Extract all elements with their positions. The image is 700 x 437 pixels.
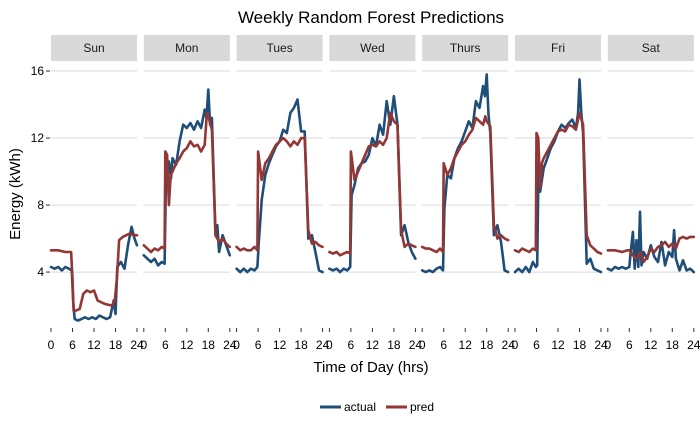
y-tick-label: 12 bbox=[31, 131, 45, 145]
strip-label-sun: Sun bbox=[83, 41, 104, 55]
chart-title: Weekly Random Forest Predictions bbox=[238, 8, 504, 27]
facet-panel-wed: Wed 0 6 12 18 24 bbox=[326, 35, 422, 352]
x-tick-label: 6 bbox=[626, 338, 633, 352]
strip-label-mon: Mon bbox=[175, 41, 198, 55]
x-tick-label: 0 bbox=[140, 338, 147, 352]
strip-label-thurs: Thurs bbox=[450, 41, 481, 55]
strip-background-sat bbox=[607, 35, 694, 61]
series-line-actual-sun bbox=[49, 225, 139, 322]
series-line-pred-fri bbox=[513, 111, 603, 255]
facet-panel-tues: Tues 0 6 12 18 24 bbox=[233, 35, 330, 352]
y-tick-label: 4 bbox=[37, 265, 44, 279]
facet-panel-mon: Mon 0 6 12 18 24 bbox=[140, 35, 237, 352]
strip-background-mon bbox=[143, 35, 230, 61]
x-tick-label: 0 bbox=[326, 338, 333, 352]
strip-background-fri bbox=[515, 35, 601, 61]
x-tick-label: 18 bbox=[387, 338, 401, 352]
x-tick-label: 0 bbox=[604, 338, 611, 352]
x-tick-label: 12 bbox=[87, 338, 101, 352]
x-tick-label: 6 bbox=[162, 338, 169, 352]
x-tick-label: 12 bbox=[551, 338, 565, 352]
x-tick-label: 18 bbox=[109, 338, 123, 352]
y-tick-label: 16 bbox=[31, 64, 45, 78]
x-tick-label: 24 bbox=[594, 338, 608, 352]
x-tick-label: 6 bbox=[533, 338, 540, 352]
x-tick-label: 0 bbox=[512, 338, 519, 352]
x-tick-label: 24 bbox=[409, 338, 423, 352]
legend: actual pred bbox=[320, 400, 434, 414]
x-tick-label: 12 bbox=[273, 338, 287, 352]
x-tick-label: 24 bbox=[316, 338, 330, 352]
x-tick-label: 6 bbox=[255, 338, 262, 352]
series-line-pred-tues bbox=[235, 136, 324, 252]
x-tick-label: 12 bbox=[459, 338, 473, 352]
x-tick-label: 6 bbox=[440, 338, 447, 352]
y-axis-ticks: 4 8 12 16 bbox=[31, 64, 50, 279]
legend-label-pred: pred bbox=[410, 400, 434, 414]
strip-background-sun bbox=[51, 35, 137, 61]
x-tick-label: 0 bbox=[233, 338, 240, 352]
x-tick-label: 24 bbox=[223, 338, 237, 352]
x-axis-title: Time of Day (hrs) bbox=[313, 359, 428, 376]
x-tick-label: 18 bbox=[573, 338, 587, 352]
x-tick-label: 12 bbox=[366, 338, 380, 352]
x-tick-label: 0 bbox=[419, 338, 426, 352]
strip-label-sat: Sat bbox=[642, 41, 661, 55]
x-tick-label: 24 bbox=[687, 338, 700, 352]
x-tick-label: 6 bbox=[348, 338, 355, 352]
series-line-pred-wed bbox=[328, 111, 417, 257]
strip-label-wed: Wed bbox=[360, 41, 384, 55]
strip-background-thurs bbox=[422, 35, 509, 61]
series-line-pred-mon bbox=[142, 111, 232, 254]
strip-background-tues bbox=[236, 35, 323, 61]
y-axis-title: Energy (kWh) bbox=[7, 148, 24, 240]
x-tick-label: 18 bbox=[202, 338, 216, 352]
x-tick-label: 24 bbox=[130, 338, 144, 352]
x-tick-label: 18 bbox=[480, 338, 494, 352]
strip-background-wed bbox=[329, 35, 416, 61]
strip-label-tues: Tues bbox=[266, 41, 292, 55]
x-tick-label: 18 bbox=[294, 338, 308, 352]
facet-panel-thurs: Thurs 0 6 12 18 24 bbox=[419, 35, 515, 352]
series-line-pred-sat bbox=[606, 235, 696, 264]
facet-panel-sat: Sat 0 6 12 18 24 bbox=[604, 35, 700, 352]
legend-label-actual: actual bbox=[344, 400, 376, 414]
x-tick-label: 12 bbox=[180, 338, 194, 352]
x-tick-label: 0 bbox=[48, 338, 55, 352]
x-tick-label: 18 bbox=[666, 338, 680, 352]
series-line-pred-sun bbox=[49, 232, 139, 312]
strip-label-fri: Fri bbox=[551, 41, 565, 55]
x-tick-label: 12 bbox=[644, 338, 658, 352]
x-tick-label: 24 bbox=[502, 338, 516, 352]
x-tick-label: 6 bbox=[69, 338, 76, 352]
series-line-actual-sat bbox=[606, 210, 696, 274]
series-line-pred-thurs bbox=[420, 115, 510, 254]
y-tick-label: 8 bbox=[37, 198, 44, 212]
